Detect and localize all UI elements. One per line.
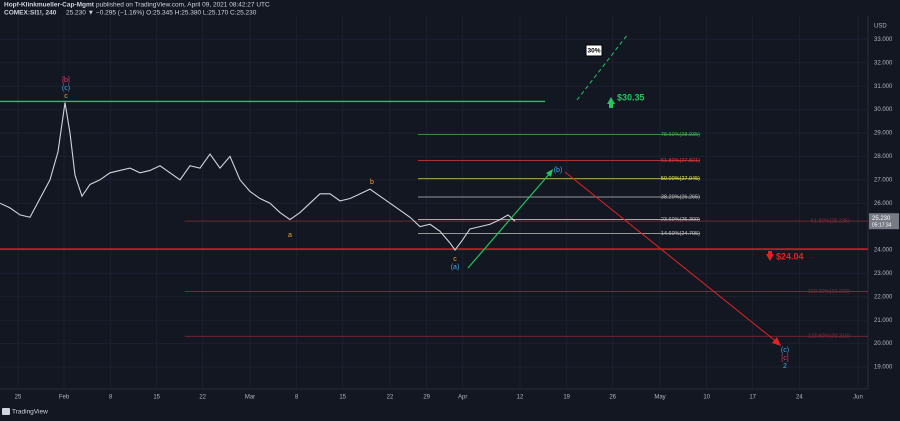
x-tick-label: 25 xyxy=(15,395,22,401)
quote: 25.230 ▼ −0.295 (−1.16%) O:25.345 H:25.3… xyxy=(66,10,257,17)
y-tick-label: 21.000 xyxy=(874,318,893,324)
x-tick-label: Jun xyxy=(853,395,863,401)
x-tick-label: Feb xyxy=(59,395,70,401)
up-icon xyxy=(607,97,615,108)
level-label: 23.60%(25.300) xyxy=(661,217,700,223)
y-tick-label: 24.000 xyxy=(874,248,893,254)
y-tick-label: 31.000 xyxy=(874,84,893,90)
symbol: COMEX:SI1!, 240 xyxy=(4,10,57,17)
x-tick-label: May xyxy=(654,395,665,401)
wave-label: (a) xyxy=(451,264,460,271)
price-line xyxy=(0,102,516,251)
x-tick-label: 8 xyxy=(109,395,113,401)
wave-label: b xyxy=(370,179,374,186)
level-label: 123.60%(20.315) xyxy=(808,334,850,340)
x-tick-label: 19 xyxy=(563,395,570,401)
level-label: 61.80%(27.821) xyxy=(661,158,700,164)
arrow-up xyxy=(467,171,552,269)
wave-label: (c) xyxy=(781,347,789,354)
x-tick-label: 8 xyxy=(295,395,299,401)
y-tick-label: 33.000 xyxy=(874,37,893,43)
y-tick-label: 26.000 xyxy=(874,201,893,207)
x-tick-label: 15 xyxy=(153,395,160,401)
x-tick-label: 12 xyxy=(517,395,524,401)
wave-label: a xyxy=(288,232,292,239)
y-tick-label: 19.000 xyxy=(874,365,893,371)
percent: 30% xyxy=(587,48,600,55)
level-label: 50.00%(27.045) xyxy=(661,176,700,182)
y-tick-label: 23.000 xyxy=(874,271,893,277)
x-tick-label: 22 xyxy=(387,395,394,401)
level-label: 78.60%(28.935) xyxy=(661,132,700,138)
grid xyxy=(0,16,868,389)
price-tag-label: 25.230 xyxy=(872,216,891,222)
down-target: $24.04 xyxy=(776,251,804,261)
x-tick-label: 17 xyxy=(749,395,756,401)
arrowhead xyxy=(546,169,553,177)
y-axis-label: USD xyxy=(874,24,887,30)
arrow-down xyxy=(564,171,779,344)
wave-label: c xyxy=(64,93,68,100)
x-tick-label: 29 xyxy=(423,395,430,401)
up-target: $30.35 xyxy=(617,92,645,102)
level-label: 38.20%(26.265) xyxy=(661,194,700,200)
published: published on TradingView.com, April 09, … xyxy=(96,2,270,9)
wave-label: (b) xyxy=(554,167,563,174)
x-tick-label: 15 xyxy=(339,395,346,401)
y-tick-label: 32.000 xyxy=(874,60,893,66)
y-tick-label: 28.000 xyxy=(874,154,893,160)
brand: TradingView xyxy=(12,409,48,416)
x-tick-label: Mar xyxy=(245,395,255,401)
level-label: 14.60%(24.705) xyxy=(661,231,700,237)
x-tick-label: Apr xyxy=(458,395,467,401)
wave-label: [c] xyxy=(781,355,788,362)
x-tick-label: 22 xyxy=(199,395,206,401)
levels: 78.60%(28.935) 61.80%(27.821) 50.00%(27.04… xyxy=(0,100,868,340)
price-tag xyxy=(869,213,899,230)
wave-label: [b] xyxy=(62,77,70,84)
arrowhead xyxy=(772,337,781,346)
logo xyxy=(2,408,10,415)
level-label: 100.00%(22.230) xyxy=(808,289,850,295)
y-tick-label: 22.000 xyxy=(874,294,893,300)
author: Hopf-Klinkmueller-Cap-Mgmt xyxy=(4,2,95,9)
percent-box xyxy=(585,44,603,57)
x-tick-label: 10 xyxy=(703,395,710,401)
down-icon xyxy=(766,251,774,261)
wave-label: c xyxy=(453,256,457,263)
x-tick-label: 26 xyxy=(609,395,616,401)
countdown: 05:17:34 xyxy=(872,223,892,229)
y-tick-label: 30.000 xyxy=(874,107,893,113)
level-label: 61.80%(25.235) xyxy=(811,219,850,225)
y-tick-label: 27.000 xyxy=(874,177,893,183)
x-tick-label: 24 xyxy=(796,395,803,401)
y-tick-label: 29.000 xyxy=(874,131,893,137)
wave-label: (c) xyxy=(62,85,70,92)
wave-label: 2 xyxy=(783,363,787,370)
y-tick-label: 20.000 xyxy=(874,341,893,347)
price xyxy=(0,102,516,251)
